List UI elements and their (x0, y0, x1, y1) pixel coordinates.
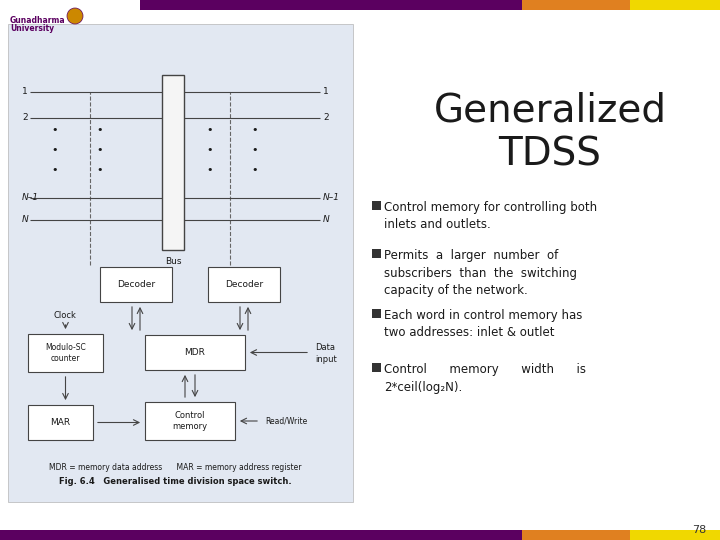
Bar (28, 334, 103, 372)
Text: 1: 1 (22, 87, 28, 97)
Bar (145, 335, 245, 370)
Text: MDR = memory data address      MAR = memory address register: MDR = memory data address MAR = memory a… (49, 463, 301, 472)
Text: N–1: N–1 (22, 193, 39, 202)
Text: 1: 1 (323, 87, 329, 97)
Text: Decoder: Decoder (225, 280, 263, 289)
Text: •: • (96, 145, 103, 155)
Text: Generalized: Generalized (433, 91, 667, 129)
Text: Permits  a  larger  number  of
subscribers  than  the  switching
capacity of the: Permits a larger number of subscribers t… (384, 249, 577, 297)
Text: Control
memory: Control memory (172, 411, 207, 431)
Text: •: • (207, 125, 213, 135)
Bar (145, 402, 235, 440)
Bar (0, 530, 522, 540)
Text: N: N (22, 215, 29, 225)
Text: •: • (52, 165, 58, 175)
Text: Clock: Clock (53, 312, 76, 321)
Text: •: • (52, 125, 58, 135)
Text: Read/Write: Read/Write (265, 416, 307, 426)
Text: Gunadharma: Gunadharma (10, 16, 66, 25)
Circle shape (67, 8, 83, 24)
Bar (140, 0, 522, 10)
Text: •: • (207, 165, 213, 175)
Text: Decoder: Decoder (117, 280, 155, 289)
Text: Modulo-SC
counter: Modulo-SC counter (45, 343, 86, 363)
Bar (162, 75, 184, 250)
Bar (28, 405, 93, 440)
Text: Each word in control memory has
two addresses: inlet & outlet: Each word in control memory has two addr… (384, 309, 582, 340)
Text: •: • (252, 165, 258, 175)
Bar (372, 363, 381, 372)
Text: MAR: MAR (50, 418, 71, 427)
Bar (522, 0, 630, 10)
Bar (372, 249, 381, 258)
Bar (100, 267, 172, 302)
Text: N–1: N–1 (323, 193, 340, 202)
Text: •: • (252, 145, 258, 155)
Text: Control memory for controlling both
inlets and outlets.: Control memory for controlling both inle… (384, 201, 597, 232)
Text: MDR: MDR (184, 348, 205, 357)
Text: Control      memory      width      is
2*ceil(log₂N).: Control memory width is 2*ceil(log₂N). (384, 363, 586, 394)
Text: N: N (323, 215, 330, 225)
Bar (372, 309, 381, 318)
Text: Data: Data (315, 343, 335, 352)
Text: •: • (96, 125, 103, 135)
Text: •: • (207, 145, 213, 155)
Bar (630, 0, 720, 10)
Bar (522, 530, 630, 540)
Text: 2: 2 (323, 113, 328, 123)
Text: Bus: Bus (165, 258, 181, 267)
Text: •: • (52, 145, 58, 155)
Bar (8, 24, 353, 502)
Text: TDSS: TDSS (498, 136, 601, 174)
Text: 2: 2 (22, 113, 27, 123)
Bar (208, 267, 280, 302)
Text: input: input (315, 355, 337, 364)
Text: •: • (252, 125, 258, 135)
Text: University: University (10, 24, 54, 33)
Text: 78: 78 (692, 525, 706, 535)
Text: •: • (96, 165, 103, 175)
Bar (372, 201, 381, 210)
Text: Fig. 6.4   Generalised time division space switch.: Fig. 6.4 Generalised time division space… (59, 477, 292, 487)
Bar (630, 530, 720, 540)
